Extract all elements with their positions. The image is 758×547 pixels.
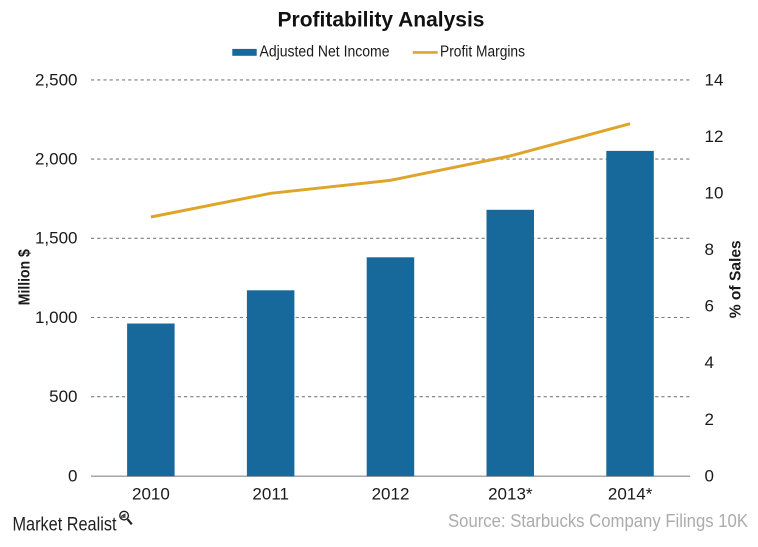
svg-text:2011: 2011 [252,485,289,504]
svg-text:2012: 2012 [372,485,410,504]
svg-text:6: 6 [705,297,714,316]
svg-text:Market Realist: Market Realist [13,514,117,536]
svg-text:1,500: 1,500 [35,229,78,248]
svg-text:2,500: 2,500 [35,70,78,89]
svg-text:Million $: Million $ [16,249,33,305]
svg-text:0: 0 [705,466,714,485]
svg-text:0: 0 [68,466,77,485]
svg-text:Profit Margins: Profit Margins [440,44,525,61]
svg-text:1,000: 1,000 [35,308,78,327]
svg-text:2010: 2010 [132,485,170,504]
svg-text:2014*: 2014* [608,485,653,504]
svg-text:Source: Starbucks Company Fili: Source: Starbucks Company Filings 10K [448,511,748,531]
svg-text:2: 2 [705,410,714,429]
svg-text:4: 4 [705,353,714,372]
svg-text:Adjusted Net Income: Adjusted Net Income [260,44,390,61]
svg-text:500: 500 [49,387,77,406]
svg-text:2,000: 2,000 [35,150,78,169]
svg-text:8: 8 [705,240,714,259]
svg-text:Profitability Analysis: Profitability Analysis [278,9,485,32]
svg-text:% of Sales: % of Sales [727,240,744,318]
svg-text:12: 12 [705,127,724,146]
svg-text:14: 14 [705,70,724,89]
svg-text:10: 10 [705,184,724,203]
svg-text:2013*: 2013* [488,485,533,504]
